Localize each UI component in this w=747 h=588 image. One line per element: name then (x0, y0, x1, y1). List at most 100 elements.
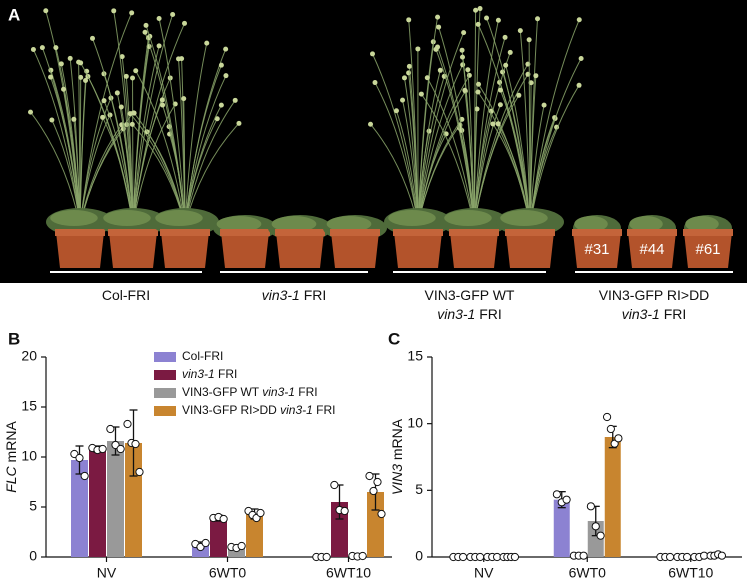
pot-rim (393, 229, 443, 236)
flower-cluster (407, 64, 412, 69)
pot-rim (627, 229, 677, 236)
flower-cluster (402, 75, 407, 80)
data-point (374, 478, 381, 485)
flower-cluster (394, 108, 399, 113)
pot-rim (683, 229, 733, 236)
flower-cluster (435, 15, 440, 20)
flower-cluster (111, 8, 116, 13)
legend-label-part: VIN3-GFP WT (182, 385, 262, 399)
group-label: vin3-1 FRI (437, 306, 502, 322)
data-point (341, 507, 348, 514)
flower-cluster (535, 16, 540, 21)
flower-cluster (236, 121, 241, 126)
bar (89, 449, 106, 557)
flower-cluster (476, 22, 481, 27)
y-tick-label: 10 (21, 448, 37, 464)
rosette-leaves (444, 210, 492, 226)
data-point (81, 472, 88, 479)
rosette-leaves (103, 210, 151, 226)
flower-cluster (130, 122, 135, 127)
legend-label-part: FRI (215, 367, 238, 381)
group-label-part: VIN3-GFP RI>DD (599, 287, 710, 303)
flower-cluster (435, 45, 440, 50)
flower-cluster (427, 129, 432, 134)
group-label-part: FRI (300, 287, 326, 303)
pot (450, 232, 498, 268)
flower-cluster (53, 45, 58, 50)
pot (394, 232, 442, 268)
flower-cluster (406, 17, 411, 22)
legend-label-part: vin3-1 (182, 367, 215, 381)
flower-cluster (49, 117, 54, 122)
data-point (370, 487, 377, 494)
flower-cluster (490, 121, 495, 126)
flower-cluster (425, 75, 430, 80)
flower-cluster (462, 88, 467, 93)
legend-label-part: Col-FRI (182, 349, 223, 363)
pot-rim (330, 229, 380, 236)
legend-label-part: vin3-1 (262, 385, 295, 399)
flower-cluster (577, 17, 582, 22)
flower-cluster (400, 98, 405, 103)
legend-label: vin3-1 FRI (182, 367, 237, 381)
legend-label-part: VIN3-GFP RI>DD (182, 403, 280, 417)
flower-cluster (43, 8, 48, 13)
data-point (667, 553, 674, 560)
flower-cluster (223, 73, 228, 78)
y-tick-label: 15 (21, 398, 37, 414)
pot (56, 232, 104, 268)
flower-cluster (233, 98, 238, 103)
flower-cluster (90, 36, 95, 41)
data-point (553, 491, 560, 498)
flower-cluster (370, 51, 375, 56)
data-point (202, 539, 209, 546)
flower-cluster (368, 122, 373, 127)
flower-cluster (577, 83, 582, 88)
legend-swatch (154, 370, 176, 380)
y-tick-label: 15 (407, 348, 423, 364)
data-point (124, 420, 131, 427)
flower-cluster (40, 45, 45, 50)
pot-rim (160, 229, 210, 236)
flower-cluster (438, 68, 443, 73)
legend-label-part: FRI (313, 403, 336, 417)
legend-label-part: FRI (295, 385, 318, 399)
group-label: VIN3-GFP RI>DD (599, 287, 710, 303)
data-point (460, 553, 467, 560)
data-point (718, 552, 725, 559)
group-label-part: VIN3-GFP WT (425, 287, 515, 303)
y-axis-label-part: FLC (3, 465, 19, 492)
legend-label: Col-FRI (182, 349, 223, 363)
data-point (477, 553, 484, 560)
panel-label: B (8, 329, 20, 348)
flower-cluster (460, 55, 465, 60)
flower-cluster (484, 15, 489, 20)
flower-cluster (533, 73, 538, 78)
flower-cluster (160, 103, 165, 108)
data-point (117, 445, 124, 452)
group-label-part: vin3-1 (437, 306, 475, 322)
group-label: vin3-1 FRI (622, 306, 687, 322)
pot (331, 232, 379, 268)
flower-cluster (130, 76, 135, 81)
bar (605, 437, 621, 557)
group-label-part: FRI (475, 306, 501, 322)
flower-cluster (219, 103, 224, 108)
y-axis-label-part: mRNA (3, 421, 19, 467)
flower-cluster (496, 18, 501, 23)
rosette-leaves (500, 210, 548, 226)
panel-label: A (8, 5, 20, 24)
rosette-leaves (50, 210, 98, 226)
pot (221, 232, 269, 268)
y-tick-label: 20 (21, 348, 37, 364)
rosette-leaves (388, 210, 436, 226)
group-label-part: vin3-1 (262, 287, 300, 303)
legend-swatch (154, 406, 176, 416)
flower-cluster (78, 60, 83, 65)
flower-cluster (219, 63, 224, 68)
pot-rim (275, 229, 325, 236)
group-label-part: FRI (660, 306, 686, 322)
flower-cluster (496, 121, 501, 126)
flower-cluster (133, 68, 138, 73)
flower-cluster (170, 12, 175, 17)
